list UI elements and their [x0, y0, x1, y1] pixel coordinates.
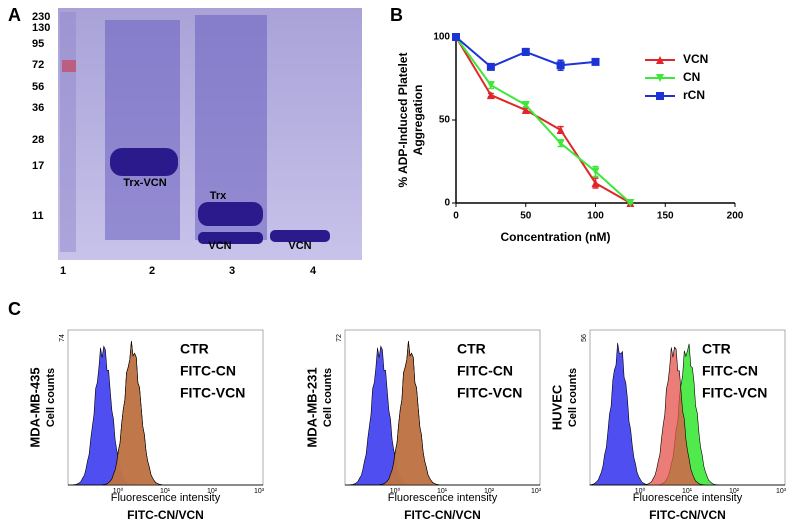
x-axis-label: Concentration (nM)	[501, 230, 611, 244]
cell-line: MDA-MB-435	[27, 367, 42, 447]
panel-label: C	[8, 299, 21, 319]
legend-label: FITC-CN	[702, 363, 758, 379]
histogram-plot: 72 MDA-MB-231 Cell counts 10⁰ 10¹ 10² 10³ Fluor…	[304, 329, 542, 522]
legend-label: CTR	[457, 341, 486, 357]
marker-label: 36	[32, 102, 44, 114]
marker-label: 11	[32, 210, 44, 222]
marker	[556, 61, 565, 70]
marker-label: 72	[32, 59, 44, 71]
lane-label: 1	[60, 265, 66, 277]
x-tick-label: 10²	[729, 488, 740, 495]
x-axis-label-2: FITC-CN/VCN	[127, 508, 204, 522]
marker	[521, 106, 530, 115]
legend-label: FITC-CN	[457, 363, 513, 379]
x-tick-label: 10¹	[160, 488, 171, 495]
y-axis-label: % ADP-Induced Platelet	[396, 53, 410, 188]
marker	[656, 74, 664, 82]
legend-label: FITC-VCN	[457, 385, 522, 401]
histogram	[68, 341, 263, 486]
histogram-plot: 56 HUVEC Cell counts 10⁰ 10¹ 10² 10³ Fluorescen…	[549, 329, 787, 522]
marker	[521, 47, 530, 56]
x-axis-label-2: FITC-CN/VCN	[649, 508, 726, 522]
line	[455, 36, 632, 204]
marker	[591, 179, 600, 188]
panel-label: A	[8, 5, 21, 25]
line	[455, 36, 631, 204]
x-tick-label: 10²	[484, 488, 495, 495]
y-axis-label: Aggregation	[411, 85, 425, 156]
marker-label: 130	[32, 22, 50, 34]
marker-label: 17	[32, 160, 44, 172]
marker	[486, 81, 495, 90]
x-tick-label: 0	[453, 211, 459, 222]
gel-lanes	[60, 12, 330, 252]
y-axis-label: Cell counts	[45, 368, 57, 427]
legend-label: FITC-VCN	[180, 385, 245, 401]
marker	[556, 139, 565, 148]
x-tick-label: 10²	[207, 488, 218, 495]
x-tick-label: 10⁰	[390, 487, 401, 495]
marker	[591, 167, 600, 176]
x-tick-label: 10⁰	[635, 487, 646, 495]
cell-line: MDA-MB-231	[304, 367, 319, 447]
legend-label: CTR	[180, 341, 209, 357]
x-tick-label: 100	[587, 211, 604, 222]
band-label: Trx-VCN	[123, 177, 166, 189]
histogram-plot: 74 MDA-MB-435 Cell counts 10⁰ 10¹ 10² 10³ Fluor…	[27, 329, 265, 522]
x-tick-label: 10⁰	[113, 487, 124, 495]
marker	[626, 199, 635, 207]
x-tick-label: 150	[657, 211, 674, 222]
band-label: Trx	[210, 190, 227, 202]
marker	[521, 101, 530, 110]
x-axis-label: Fluorescence intensity	[388, 492, 498, 504]
legend-label: FITC-CN	[180, 363, 236, 379]
legend-label: CN	[683, 70, 700, 84]
legend-label: rCN	[683, 88, 705, 102]
cell-line: HUVEC	[549, 384, 564, 430]
legend-label: FITC-VCN	[702, 385, 767, 401]
marker	[556, 125, 565, 134]
x-tick-label: 10¹	[682, 488, 693, 495]
x-axis-label: Fluorescence intensity	[633, 492, 743, 504]
x-tick-label: 200	[727, 211, 744, 222]
legend-label: CTR	[702, 341, 731, 357]
histogram	[345, 341, 540, 486]
plot-ymax: 74	[59, 334, 66, 342]
x-tick-label: 10³	[531, 488, 542, 495]
lane-label: 4	[310, 265, 317, 277]
y-tick-label: 100	[433, 32, 450, 43]
band-label: VCN	[208, 240, 231, 252]
lane-label: 3	[229, 265, 235, 277]
x-axis-label-2: FITC-CN/VCN	[404, 508, 481, 522]
y-axis-label: Cell counts	[322, 368, 334, 427]
lane-label: 2	[149, 265, 155, 277]
marker	[656, 92, 664, 100]
y-axis-label: Cell counts	[567, 368, 579, 427]
marker	[486, 62, 495, 71]
panel-label: B	[390, 5, 403, 25]
marker-label: 56	[32, 81, 44, 93]
x-tick-label: 10³	[776, 488, 787, 495]
x-axis-label: Fluorescence intensity	[111, 492, 221, 504]
marker	[591, 57, 600, 66]
x-tick-label: 10³	[254, 488, 265, 495]
marker	[656, 56, 664, 64]
histogram	[590, 346, 785, 486]
plot-ymax: 72	[336, 334, 343, 342]
marker-label: 95	[32, 38, 44, 50]
marker	[486, 91, 495, 100]
legend-label: VCN	[683, 52, 708, 66]
marker-label: 28	[32, 134, 44, 146]
band-label: VCN	[288, 240, 311, 252]
x-tick-label: 50	[520, 211, 532, 222]
y-tick-label: 50	[439, 115, 451, 126]
y-tick-label: 0	[444, 198, 450, 209]
marker-label: 230	[32, 11, 50, 23]
plot-ymax: 56	[581, 334, 588, 342]
marker	[452, 33, 460, 41]
x-tick-label: 10¹	[437, 488, 448, 495]
